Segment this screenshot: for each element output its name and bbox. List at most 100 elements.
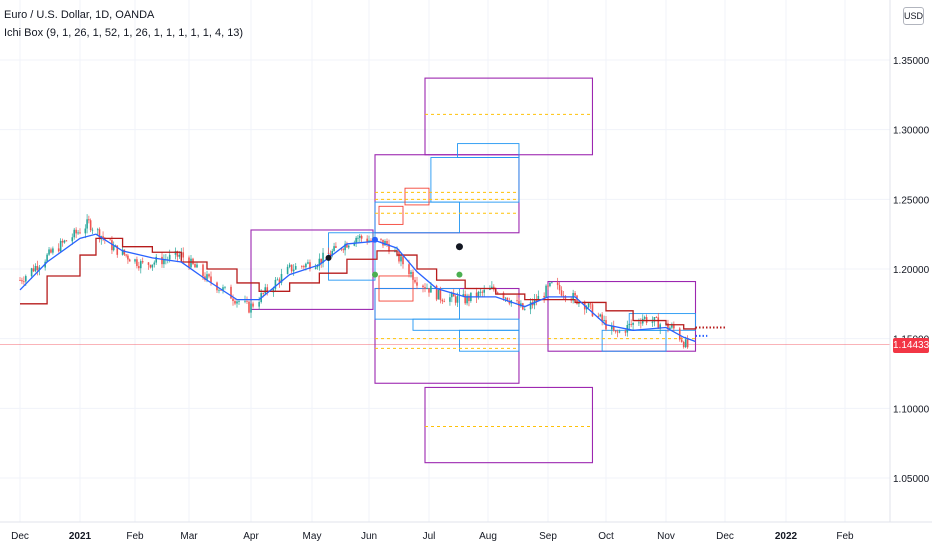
candle-body <box>657 317 660 329</box>
candle-body <box>678 328 681 340</box>
candle-body <box>344 243 346 251</box>
candle-body <box>262 293 264 294</box>
candle-body <box>355 237 357 243</box>
candle-body <box>481 291 484 293</box>
y-tick-label: 1.25000 <box>893 195 930 206</box>
indicator-legend[interactable]: Ichi Box (9, 1, 26, 1, 52, 1, 26, 1, 1, … <box>4 27 244 39</box>
candle-body <box>333 246 335 251</box>
outer-box <box>250 229 374 310</box>
candle-body <box>412 271 414 280</box>
candle-body <box>134 259 136 262</box>
candle-body <box>139 261 142 269</box>
candle-body <box>422 285 424 288</box>
candle-body <box>558 285 561 291</box>
candle-body <box>309 262 311 269</box>
candle-body <box>537 295 540 302</box>
candle-body <box>77 232 79 234</box>
candle-body <box>543 295 545 298</box>
candle-body <box>46 254 48 262</box>
candle-body <box>630 323 632 325</box>
candle-body <box>73 229 75 238</box>
candle-body <box>127 255 129 260</box>
signal-dot <box>372 271 378 278</box>
candle-body <box>232 298 234 302</box>
candle-body <box>545 285 547 298</box>
candle-body <box>394 251 396 253</box>
candle-body <box>680 339 683 342</box>
candle-body <box>65 240 68 242</box>
candle-body <box>673 325 675 329</box>
candle-body <box>329 253 332 256</box>
candle-body <box>292 269 295 272</box>
candle-body <box>178 254 181 257</box>
candle-body <box>109 239 111 241</box>
inner-box <box>628 313 696 331</box>
candle-body <box>618 331 621 333</box>
x-tick-label: Oct <box>598 531 614 542</box>
candle-body <box>224 286 226 288</box>
candle-body <box>462 294 465 296</box>
candle-body <box>182 252 185 258</box>
candle-body <box>682 341 685 348</box>
candle-body <box>34 265 37 272</box>
candle-body <box>549 282 551 287</box>
candle-body <box>489 288 491 290</box>
candle-body <box>601 314 603 321</box>
candle-body <box>112 246 115 251</box>
candle-body <box>210 276 212 283</box>
candle-body <box>121 249 124 255</box>
candle-body <box>151 264 154 268</box>
candle-body <box>611 325 613 330</box>
candle-body <box>551 282 553 284</box>
last-price-label: 1.14433 <box>893 338 930 353</box>
x-tick-label: 2022 <box>775 531 798 542</box>
candle-body <box>651 321 654 323</box>
candle-body <box>624 331 627 333</box>
candle-body <box>290 264 293 272</box>
time-axis: Dec 2021 Feb Mar Apr May Jun Jul Aug Sep Oct Nov Dec… <box>11 531 854 542</box>
candle-body <box>477 291 480 298</box>
candle-body <box>638 322 640 324</box>
candle-body <box>89 220 92 231</box>
candle-body <box>437 289 440 300</box>
candle-body <box>52 248 54 253</box>
candle-body <box>456 295 459 303</box>
candle-body <box>516 300 518 302</box>
candle-body <box>111 240 113 251</box>
candle-body <box>48 249 50 255</box>
candle-body <box>452 293 455 297</box>
candle-body <box>346 243 348 248</box>
x-tick-label: Mar <box>180 531 198 542</box>
candle-body <box>496 292 499 294</box>
candle-body <box>384 240 386 246</box>
candle-body <box>603 320 605 321</box>
price-axis: 1.350001.300001.250001.200001.150001.100… <box>893 56 930 485</box>
currency-button[interactable]: USD <box>903 7 924 25</box>
candle-body <box>426 288 428 290</box>
candle-body <box>59 240 62 252</box>
candle-body <box>168 254 171 260</box>
x-tick-label: Jul <box>423 531 436 542</box>
candle-body <box>491 286 493 289</box>
candle-body <box>21 280 23 282</box>
candle-body <box>574 292 576 296</box>
candle-body <box>628 323 631 325</box>
candle-body <box>149 264 152 268</box>
candle-body <box>79 232 81 234</box>
candle-body <box>502 292 505 299</box>
level-lines <box>375 113 696 427</box>
candle-body <box>643 317 646 319</box>
candle-body <box>248 301 250 313</box>
candle-body <box>192 258 194 265</box>
candle-body <box>123 249 126 255</box>
candle-body <box>370 240 372 242</box>
signal-dot <box>455 243 463 251</box>
signal-markers <box>325 236 463 278</box>
candle-body <box>386 240 388 244</box>
candle-body <box>475 292 478 298</box>
candle-body <box>190 258 192 268</box>
candle-body <box>443 301 446 303</box>
inner-box <box>430 157 520 203</box>
candle-body <box>125 254 127 256</box>
